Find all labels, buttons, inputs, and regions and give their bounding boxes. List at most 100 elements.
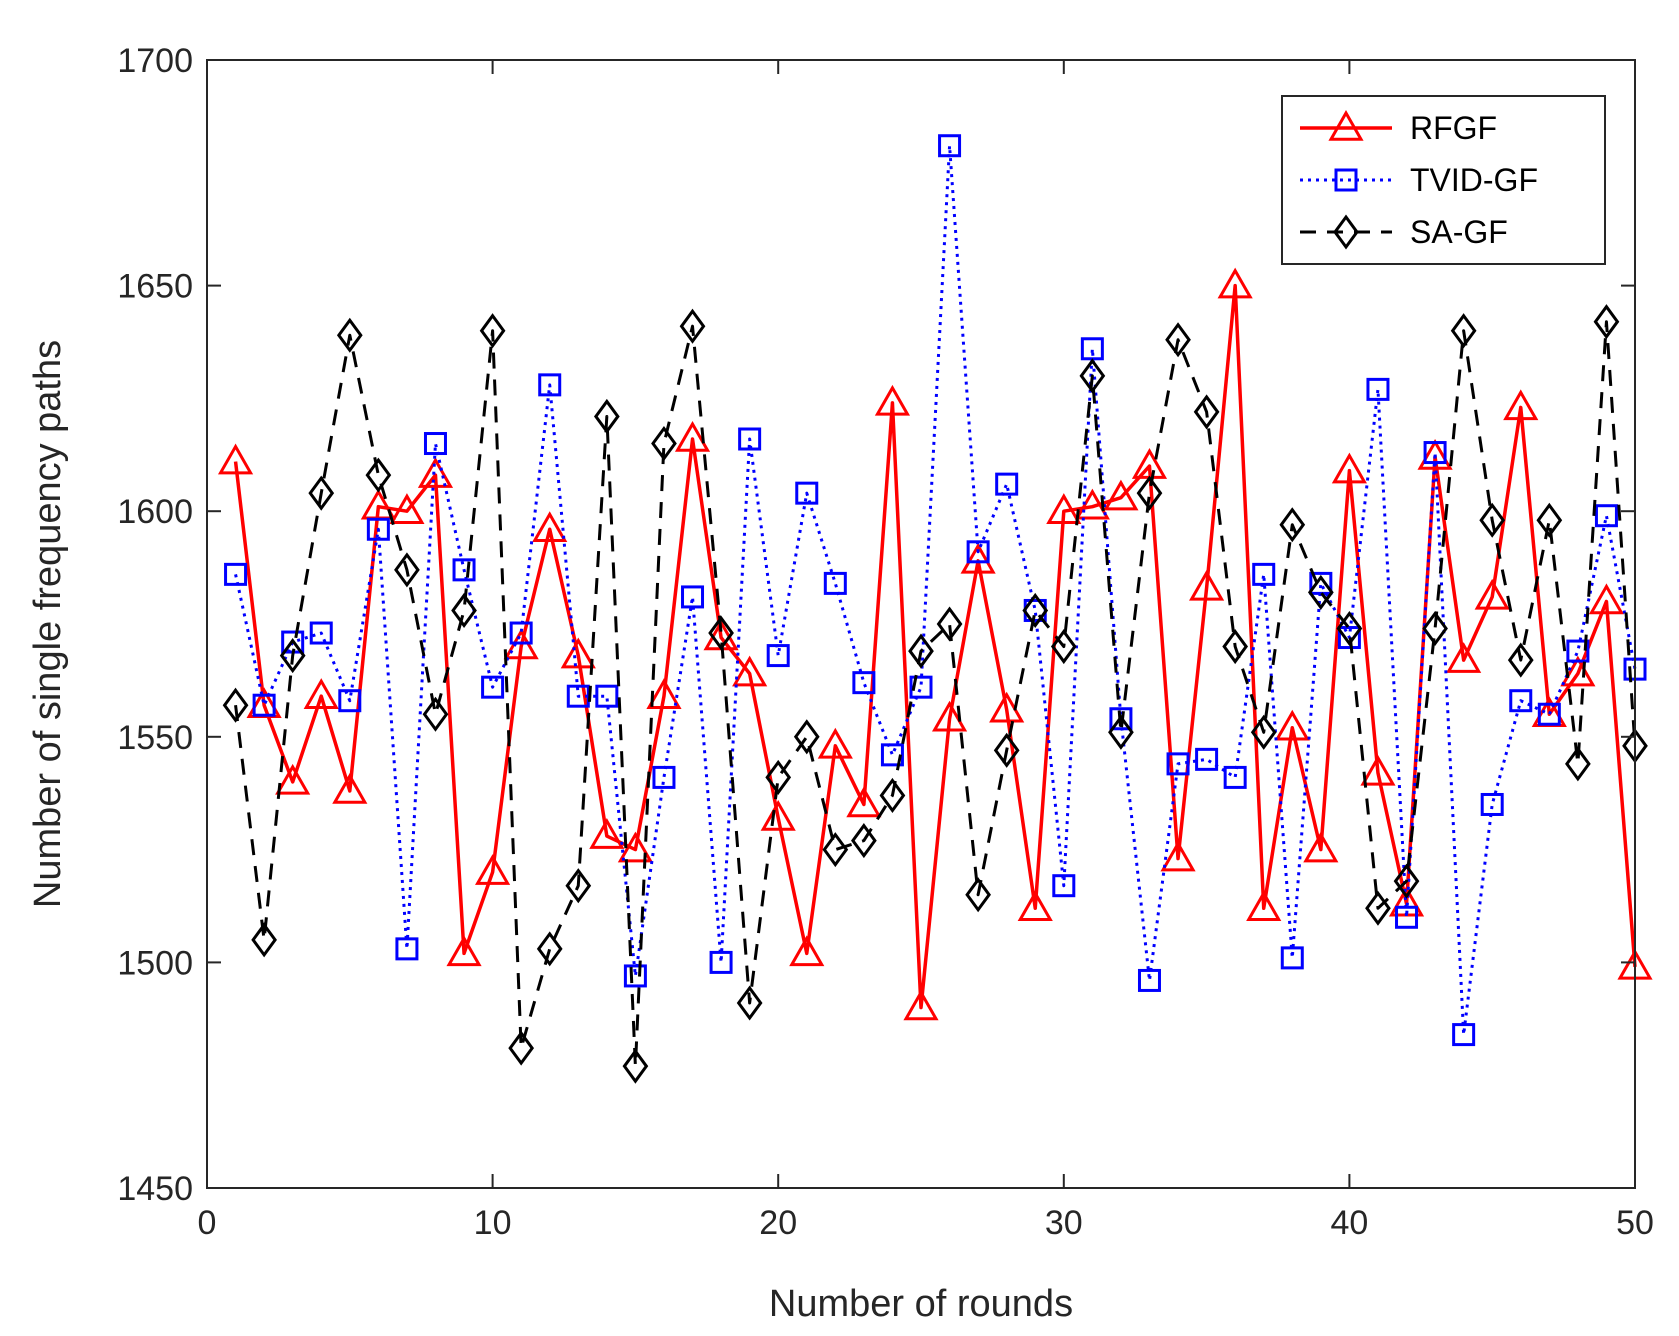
data-point-rfgf (931, 700, 968, 732)
data-point-sa-gf (279, 638, 306, 674)
legend: RFGF TVID-GF SA-GF (1281, 95, 1606, 265)
data-point-sa-gf (1565, 746, 1591, 782)
data-point-tvid-gf (252, 693, 276, 717)
data-point-rfgf (1417, 439, 1453, 470)
data-point-sa-gf (1307, 574, 1334, 610)
legend-marker-tvid-gf (1334, 168, 1358, 192)
data-point-rfgf (275, 763, 311, 795)
data-point-sa-gf (593, 398, 620, 434)
data-point-rfgf (1474, 578, 1510, 610)
series-sa-gf (222, 304, 1648, 1084)
data-point-tvid-gf (709, 950, 733, 974)
legend-label-rfgf: RFGF (1410, 110, 1497, 146)
data-point-tvid-gf (452, 558, 476, 582)
axis-ticks: 0 10 20 30 40 50 1450 1500 1550 1600 1650 1700 (117, 42, 1654, 1242)
data-point-tvid-gf (938, 134, 962, 158)
legend-label-tvid-gf: TVID-GF (1410, 162, 1538, 198)
data-point-rfgf (903, 989, 939, 1021)
data-point-sa-gf (251, 922, 277, 958)
data-point-sa-gf (622, 1048, 649, 1084)
data-point-sa-gf (793, 719, 820, 755)
data-point-rfgf (303, 678, 339, 709)
data-point-rfgf (417, 457, 454, 488)
data-point-sa-gf (394, 552, 420, 588)
data-point-sa-gf (1222, 629, 1249, 665)
x-tick-label: 40 (1330, 1204, 1368, 1242)
data-point-sa-gf (1193, 394, 1220, 430)
x-tick-label: 20 (759, 1204, 797, 1242)
data-point-tvid-gf (1480, 792, 1504, 816)
data-point-tvid-gf (623, 964, 647, 988)
data-point-rfgf (217, 443, 254, 475)
data-point-tvid-gf (1566, 639, 1590, 663)
y-tick-label: 1550 (117, 719, 193, 757)
data-point-rfgf (646, 678, 682, 709)
data-point-rfgf (1046, 493, 1082, 524)
data-point-sa-gf (1165, 322, 1191, 358)
data-point-sa-gf (1422, 610, 1448, 647)
data-point-sa-gf (1022, 592, 1049, 629)
data-point-sa-gf (1136, 475, 1163, 511)
data-point-tvid-gf (995, 472, 1019, 496)
data-point-sa-gf (1336, 610, 1363, 647)
data-point-sa-gf (736, 985, 763, 1021)
data-point-tvid-gf (738, 427, 762, 451)
data-point-rfgf (532, 511, 568, 542)
data-point-tvid-gf (966, 540, 990, 564)
data-point-rfgf (446, 935, 482, 967)
data-point-sa-gf (1450, 313, 1477, 349)
data-point-tvid-gf (1309, 571, 1333, 595)
data-point-sa-gf (1479, 502, 1506, 538)
data-point-tvid-gf (1109, 707, 1133, 731)
data-point-rfgf (760, 799, 796, 831)
data-point-tvid-gf (538, 373, 562, 397)
data-point-tvid-gf (1423, 441, 1447, 465)
data-point-rfgf (817, 727, 853, 759)
data-point-rfgf (617, 831, 653, 863)
data-point-tvid-gf (309, 621, 333, 645)
data-point-tvid-gf (595, 684, 619, 708)
data-point-rfgf (1217, 267, 1253, 299)
data-point-rfgf (960, 542, 996, 574)
series-line-sa-gf (234, 320, 1637, 1068)
plot-frame (206, 59, 1636, 1189)
data-point-tvid-gf (1252, 562, 1276, 586)
x-tick-label: 50 (1616, 1204, 1654, 1242)
data-point-tvid-gf (423, 432, 447, 456)
data-point-tvid-gf (1280, 946, 1304, 970)
data-point-sa-gf (765, 759, 792, 795)
data-point-rfgf (874, 384, 911, 416)
data-point-rfgf (846, 786, 882, 818)
y-tick-label: 1450 (117, 1170, 193, 1208)
legend-marker-rfgf (1328, 109, 1364, 141)
data-point-rfgf (1160, 840, 1196, 872)
data-point-sa-gf (222, 687, 249, 723)
data-point-tvid-gf (224, 562, 248, 586)
data-point-sa-gf (422, 696, 449, 732)
y-tick-label: 1700 (117, 42, 193, 80)
data-point-tvid-gf (880, 743, 904, 767)
legend-label-sa-gf: SA-GF (1410, 214, 1508, 250)
data-point-rfgf (1017, 890, 1053, 922)
data-point-rfgf (589, 818, 625, 849)
legend-marker-sa-gf (1333, 214, 1359, 250)
data-point-sa-gf (336, 317, 363, 353)
data-point-sa-gf (879, 777, 906, 813)
data-point-tvid-gf (1509, 689, 1533, 713)
x-tick-label: 0 (198, 1204, 217, 1242)
data-point-sa-gf (651, 425, 677, 462)
data-point-sa-gf (1393, 863, 1420, 899)
data-point-sa-gf (1279, 507, 1306, 543)
data-point-rfgf (1446, 642, 1482, 673)
data-point-tvid-gf (1537, 702, 1561, 726)
data-point-rfgf (389, 493, 425, 524)
data-point-sa-gf (1108, 714, 1134, 750)
data-point-tvid-gf (681, 585, 705, 609)
data-point-rfgf (1503, 389, 1539, 421)
data-point-sa-gf (365, 457, 392, 493)
data-point-sa-gf (1593, 304, 1620, 340)
data-point-tvid-gf (652, 765, 676, 789)
data-point-rfgf (1189, 569, 1225, 601)
data-point-tvid-gf (766, 644, 790, 668)
